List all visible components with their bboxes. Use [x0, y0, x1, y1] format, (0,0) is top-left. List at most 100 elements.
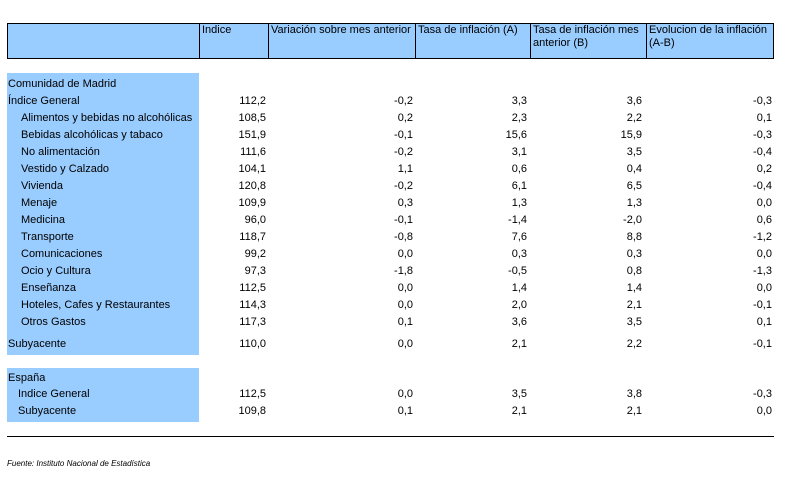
header-divider [646, 23, 647, 59]
row-value-col1: 120,8 [238, 180, 266, 192]
row-value-col2: 0,0 [397, 338, 413, 350]
row-value-col1: 112,2 [239, 95, 266, 107]
source-note: Fuente: Instituto Nacional de Estadístic… [7, 459, 151, 468]
row-value-col5: 0,1 [756, 316, 772, 328]
madrid-label-column [7, 73, 199, 355]
row-value-col3: 2,0 [511, 299, 527, 311]
row-value-col4: 2,1 [626, 405, 642, 417]
header-indice: Indice [202, 24, 232, 36]
row-value-col4: 3,8 [626, 388, 642, 400]
header-tasa-a: Tasa de inflación (A) [418, 24, 518, 36]
row-label: Hoteles, Cafes y Restaurantes [21, 299, 171, 311]
row-value-col3: 15,6 [505, 129, 527, 141]
row-value-col5: -0,3 [753, 95, 772, 107]
row-value-col2: 0,1 [397, 405, 413, 417]
row-label: Índice General [8, 95, 80, 107]
header-divider [415, 23, 416, 59]
row-value-col2: 0,2 [397, 112, 413, 124]
row-value-col1: 118,7 [239, 231, 266, 243]
row-label: Transporte [21, 231, 74, 243]
row-label: Otros Gastos [21, 316, 86, 328]
row-value-col4: 2,2 [626, 112, 642, 124]
row-label: Menaje [21, 197, 58, 209]
row-value-col1: 108,5 [238, 112, 266, 124]
row-value-col1: 109,9 [238, 197, 266, 209]
row-value-col3: 0,3 [511, 248, 527, 260]
row-value-col4: 6,5 [626, 180, 642, 192]
row-value-col4: 3,6 [626, 95, 642, 107]
section-label: Comunidad de Madrid [8, 78, 117, 90]
row-label: No alimentación [21, 146, 100, 158]
row-label: Vestido y Calzado [21, 163, 110, 175]
row-value-col1: 117,3 [239, 316, 266, 328]
row-value-col4: 3,5 [626, 146, 642, 158]
row-value-col5: 0,0 [756, 248, 772, 260]
row-label: Comunicaciones [21, 248, 103, 260]
espana-label-column [7, 368, 199, 422]
row-value-col5: 0,6 [756, 214, 772, 226]
row-value-col5: -0,1 [753, 338, 772, 350]
row-value-col2: -0,1 [394, 214, 413, 226]
row-value-col4: 1,4 [626, 282, 642, 294]
row-value-col3: 3,6 [511, 316, 527, 328]
row-value-col2: -1,8 [394, 265, 413, 277]
row-value-col2: 0,1 [397, 316, 413, 328]
row-label: Enseñanza [21, 282, 77, 294]
row-value-col2: -0,2 [394, 180, 413, 192]
row-value-col2: 0,0 [397, 282, 413, 294]
row-value-col2: 1,1 [397, 163, 413, 175]
header-tasa-b: Tasa de inflación mes anterior (B) [533, 24, 639, 49]
row-value-col5: 0,0 [756, 282, 772, 294]
row-value-col1: 99,2 [244, 248, 266, 260]
row-value-col4: 8,8 [626, 231, 642, 243]
row-value-col5: -0,3 [753, 388, 772, 400]
row-label: Subyacente [18, 405, 77, 417]
row-value-col4: 0,8 [626, 265, 642, 277]
row-value-col5: -0,1 [753, 299, 772, 311]
row-value-col1: 114,3 [239, 299, 266, 311]
row-value-col2: 0,0 [397, 388, 413, 400]
row-value-col2: 0,3 [397, 197, 413, 209]
row-value-col4: 2,2 [626, 338, 642, 350]
row-label: Ocio y Cultura [21, 265, 91, 277]
row-value-col2: -0,1 [394, 129, 413, 141]
row-label: Subyacente [8, 338, 67, 350]
row-value-col1: 111,6 [240, 146, 266, 158]
row-value-col1: 112,5 [239, 282, 266, 294]
row-value-col1: 109,8 [238, 405, 266, 417]
row-value-col3: 3,5 [511, 388, 527, 400]
row-value-col5: 0,2 [756, 163, 772, 175]
row-value-col3: 7,6 [511, 231, 527, 243]
header-divider [7, 23, 8, 59]
row-value-col3: 6,1 [511, 180, 527, 192]
header-divider [199, 23, 200, 59]
row-value-col3: 3,1 [511, 146, 527, 158]
row-label: Alimentos y bebidas no alcohólicas [21, 112, 193, 124]
row-value-col4: 0,4 [626, 163, 642, 175]
row-value-col4: 3,5 [626, 316, 642, 328]
row-value-col1: 112,5 [239, 388, 266, 400]
table-bottom-rule [7, 436, 774, 437]
row-value-col5: -1,3 [753, 265, 772, 277]
row-value-col5: 0,0 [756, 197, 772, 209]
header-divider [773, 23, 774, 59]
row-value-col1: 97,3 [244, 265, 266, 277]
row-label: Medicina [21, 214, 66, 226]
row-value-col4: 2,1 [626, 299, 642, 311]
header-variacion: Variación sobre mes anterior [271, 24, 411, 36]
row-value-col2: 0,0 [397, 299, 413, 311]
row-value-col3: 2,1 [511, 338, 527, 350]
row-value-col5: -0,3 [753, 129, 772, 141]
row-value-col3: 2,1 [511, 405, 527, 417]
row-value-col3: 1,3 [511, 197, 527, 209]
row-value-col2: -0,2 [394, 146, 413, 158]
row-value-col1: 110,0 [239, 338, 266, 350]
section-label: España [8, 372, 46, 384]
row-value-col4: -2,0 [623, 214, 642, 226]
row-value-col3: -0,5 [508, 265, 527, 277]
row-value-col3: 3,3 [511, 95, 527, 107]
row-value-col3: 1,4 [511, 282, 527, 294]
row-value-col5: 0,1 [756, 112, 772, 124]
row-value-col2: -0,8 [394, 231, 413, 243]
row-value-col5: -1,2 [753, 231, 772, 243]
